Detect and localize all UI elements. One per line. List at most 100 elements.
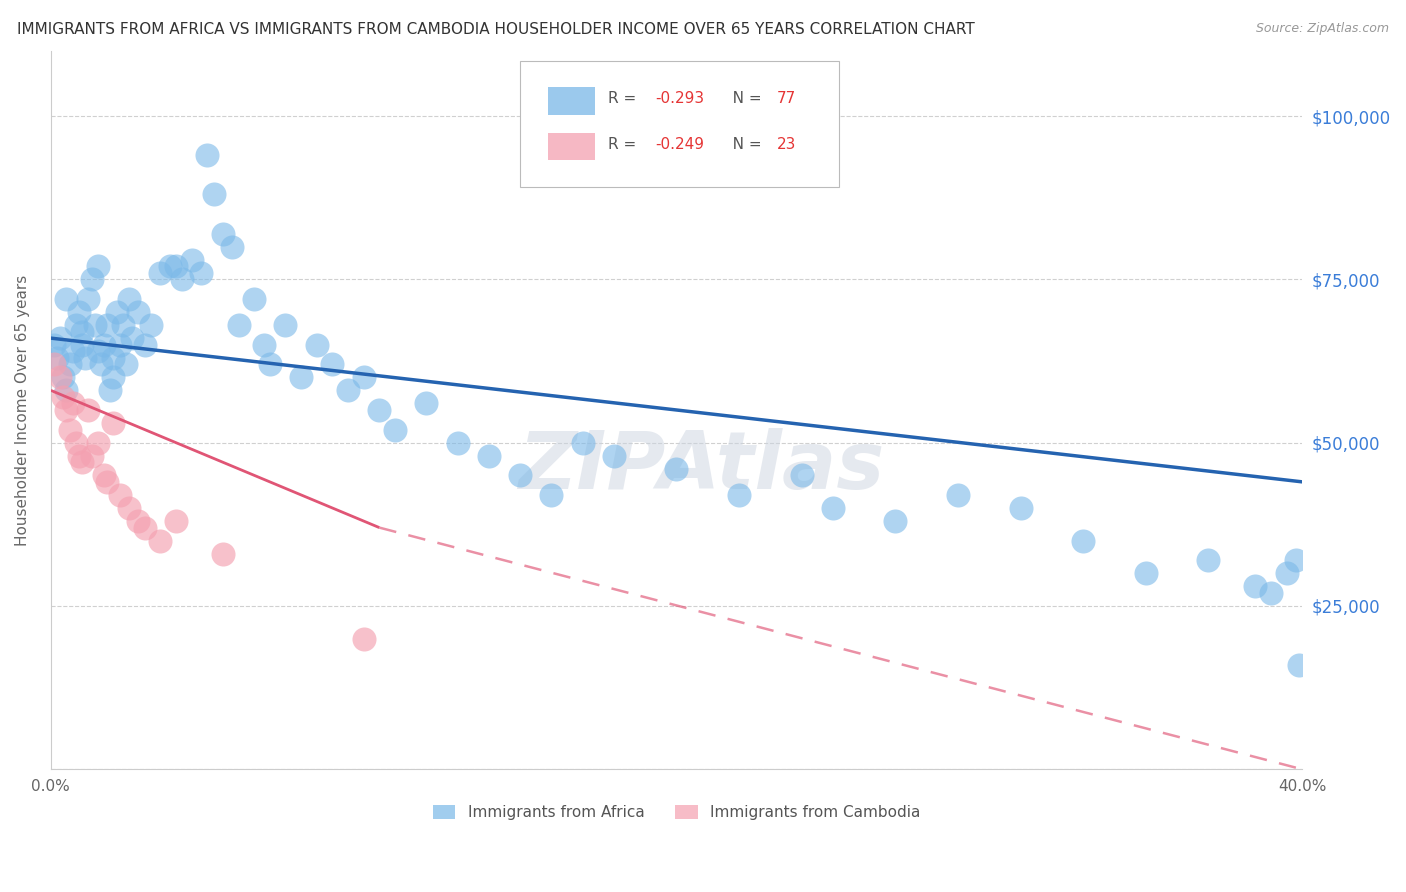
Point [728,488,751,502]
Point [1071,533,1094,548]
Point [1010,500,1032,515]
Point [59,423,82,437]
Point [368,403,391,417]
Point [49,370,72,384]
Point [190,266,212,280]
Text: N =: N = [718,136,766,152]
Point [353,370,375,384]
Point [274,318,297,332]
Point [149,533,172,548]
Point [121,331,143,345]
Point [603,449,626,463]
Text: Source: ZipAtlas.com: Source: ZipAtlas.com [1256,22,1389,36]
Point [83,318,105,332]
Point [65,318,87,332]
Point [243,292,266,306]
Point [1275,566,1298,581]
Point [115,357,138,371]
Point [65,435,87,450]
Point [108,337,131,351]
Point [77,292,100,306]
Point [149,266,172,280]
Point [165,514,187,528]
Legend: Immigrants from Africa, Immigrants from Cambodia: Immigrants from Africa, Immigrants from … [426,799,927,826]
Text: R =: R = [607,136,641,152]
Point [290,370,312,384]
Point [1260,586,1282,600]
Text: 77: 77 [776,91,796,106]
Point [62,396,84,410]
Text: N =: N = [718,91,766,106]
Point [134,520,156,534]
Point [108,488,131,502]
Point [228,318,250,332]
Point [139,318,162,332]
Point [96,475,118,489]
Point [446,435,468,450]
Point [478,449,501,463]
Point [1197,553,1219,567]
Point [103,351,125,365]
Point [118,500,141,515]
Point [195,148,218,162]
Point [305,337,328,351]
Point [42,337,65,351]
Point [384,423,406,437]
Point [221,240,243,254]
Point [1244,579,1267,593]
Point [321,357,343,371]
Point [103,370,125,384]
Point [70,325,93,339]
Point [75,351,97,365]
Point [59,357,82,371]
Point [103,416,125,430]
Point [127,305,149,319]
Point [571,435,593,450]
Point [1288,657,1310,672]
Point [665,462,688,476]
Point [790,468,813,483]
Text: IMMIGRANTS FROM AFRICA VS IMMIGRANTS FROM CAMBODIA HOUSEHOLDER INCOME OVER 65 YE: IMMIGRANTS FROM AFRICA VS IMMIGRANTS FRO… [17,22,974,37]
Point [540,488,562,502]
Point [1135,566,1157,581]
Point [259,357,281,371]
Point [70,455,93,469]
Point [821,500,844,515]
Point [127,514,149,528]
Point [80,272,103,286]
Point [884,514,907,528]
Point [67,449,90,463]
Point [165,260,187,274]
Point [98,384,121,398]
Point [67,305,90,319]
Point [55,384,77,398]
Point [87,344,110,359]
Point [111,318,134,332]
Text: R =: R = [607,91,641,106]
Point [52,390,75,404]
Point [118,292,141,306]
Point [105,305,128,319]
Point [55,403,77,417]
Y-axis label: Householder Income Over 65 years: Householder Income Over 65 years [15,275,30,546]
FancyBboxPatch shape [547,133,595,160]
FancyBboxPatch shape [520,62,839,187]
Point [77,403,100,417]
Point [415,396,437,410]
Point [93,468,115,483]
Point [87,260,110,274]
Point [46,351,69,365]
Point [93,337,115,351]
Point [946,488,969,502]
Point [1285,553,1308,567]
Text: -0.293: -0.293 [655,91,704,106]
Point [90,357,112,371]
Point [509,468,531,483]
Point [252,337,274,351]
Point [337,384,360,398]
Point [212,227,235,241]
Point [42,357,65,371]
Point [96,318,118,332]
Point [80,449,103,463]
Point [212,547,235,561]
